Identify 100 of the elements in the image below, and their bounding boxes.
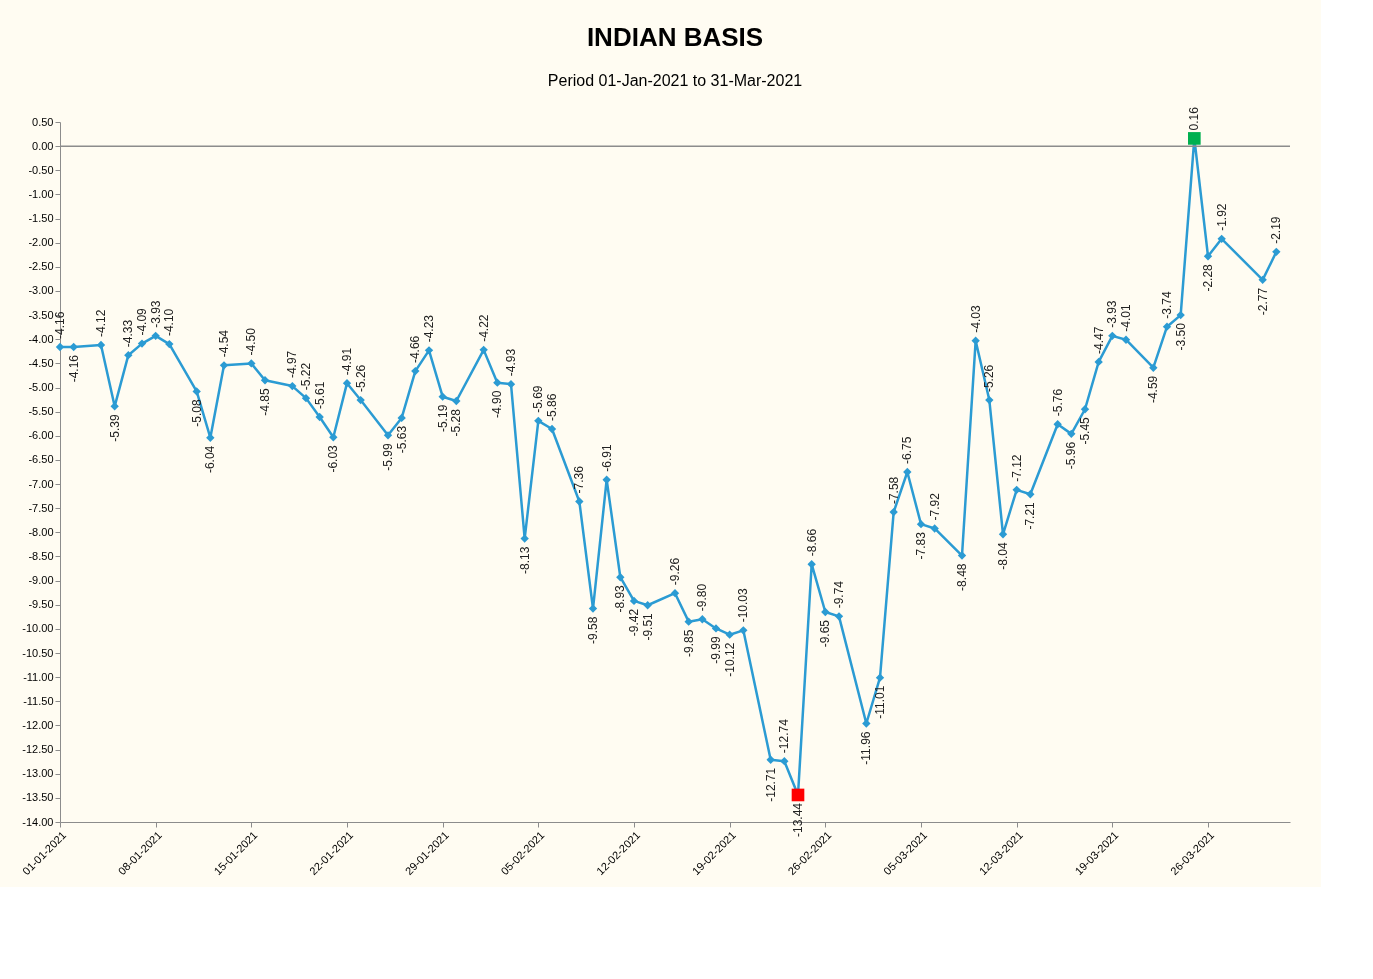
- data-label: -12.74: [777, 718, 792, 754]
- data-label: -2.77: [1255, 287, 1270, 316]
- data-label: -11.01: [873, 685, 887, 719]
- data-label: -8.66: [804, 528, 819, 557]
- y-tick-label: 0.00: [32, 139, 54, 152]
- data-label: -2.28: [1201, 263, 1215, 292]
- data-label: -4.01: [1119, 304, 1133, 332]
- data-label: -9.65: [818, 619, 833, 648]
- data-label: -9.26: [668, 557, 682, 586]
- y-tick-label: -1.50: [28, 212, 54, 225]
- data-label: -4.12: [94, 309, 108, 338]
- y-tick-label: -13.00: [22, 767, 54, 780]
- data-label: -5.61: [312, 381, 327, 409]
- data-label: -4.54: [217, 329, 231, 358]
- data-label: -7.92: [927, 492, 942, 521]
- data-label: -7.58: [886, 476, 901, 505]
- y-tick-label: -10.50: [22, 646, 54, 659]
- data-label: -5.99: [381, 442, 395, 471]
- data-label: -7.21: [1023, 501, 1038, 530]
- y-tick-label: -9.50: [28, 598, 54, 611]
- data-label: -7.83: [914, 531, 928, 560]
- y-tick-label: -5.00: [28, 381, 54, 394]
- y-tick-label: 0.50: [32, 115, 54, 128]
- data-label: -4.33: [121, 319, 136, 348]
- data-label: -11.96: [859, 731, 874, 765]
- chart-subtitle: Period 01-Jan-2021 to 31-Mar-2021: [547, 72, 803, 90]
- data-label: -9.80: [695, 583, 710, 612]
- data-label: -10.03: [736, 587, 751, 623]
- data-label: -1.92: [1214, 203, 1229, 231]
- data-label: -3.50: [1173, 322, 1188, 351]
- data-label: -6.04: [203, 445, 218, 474]
- data-label: -8.04: [996, 541, 1010, 570]
- y-tick-label: -13.50: [22, 791, 54, 804]
- data-label: -9.99: [709, 636, 723, 664]
- data-label: -4.23: [422, 314, 436, 343]
- y-tick-label: -7.50: [28, 501, 54, 514]
- y-tick-label: -1.00: [28, 187, 54, 200]
- data-label: -3.93: [1105, 300, 1120, 328]
- y-tick-label: -12.50: [22, 743, 54, 756]
- data-label: -9.74: [832, 580, 846, 609]
- data-label: -4.09: [135, 307, 149, 336]
- data-label: -5.26: [353, 364, 368, 393]
- data-label: -4.66: [408, 335, 423, 364]
- data-label: -9.42: [627, 608, 641, 637]
- data-label: -10.12: [722, 642, 737, 677]
- y-tick-label: -3.50: [28, 308, 54, 321]
- y-tick-label: -11.50: [23, 694, 54, 707]
- data-label: -5.86: [545, 393, 559, 422]
- y-tick-label: -4.50: [28, 356, 54, 369]
- data-label: -9.58: [586, 616, 600, 644]
- data-label: -3.93: [148, 300, 163, 328]
- data-label: -4.85: [258, 387, 272, 416]
- data-label: -6.75: [900, 436, 915, 464]
- data-label: -5.69: [531, 385, 546, 413]
- data-label: -5.19: [435, 404, 450, 433]
- data-label: -4.16: [53, 311, 67, 339]
- data-label: -12.71: [763, 767, 778, 802]
- y-tick-label: -7.00: [28, 477, 54, 490]
- data-label: -5.22: [299, 362, 313, 391]
- y-tick-label: -11.00: [23, 670, 54, 683]
- data-label: -4.10: [162, 308, 177, 337]
- chart-title: INDIAN BASIS: [586, 22, 764, 53]
- data-label: -4.91: [340, 347, 354, 376]
- y-tick-label: -0.50: [28, 163, 54, 176]
- data-label: -5.63: [394, 425, 409, 454]
- y-tick-label: -6.50: [28, 453, 54, 466]
- y-tick-label: -3.00: [28, 284, 54, 297]
- y-tick-label: -4.00: [28, 332, 54, 345]
- data-label: -8.48: [955, 563, 969, 591]
- data-label: -5.96: [1064, 441, 1079, 470]
- data-label: -5.08: [189, 399, 204, 427]
- data-label: -4.16: [66, 354, 81, 383]
- y-tick-label: -6.00: [28, 429, 54, 442]
- y-tick-label: -10.00: [22, 622, 54, 635]
- y-tick-label: -12.00: [22, 718, 54, 731]
- data-label: -6.03: [326, 444, 341, 473]
- y-tick-label: -14.00: [22, 815, 54, 828]
- data-label: -3.74: [1160, 291, 1174, 319]
- data-label: -5.39: [107, 414, 122, 442]
- data-label: -4.50: [244, 327, 259, 356]
- data-label: -4.59: [1146, 375, 1161, 404]
- data-label: -9.51: [640, 612, 655, 641]
- data-label: -4.93: [504, 348, 518, 377]
- data-label: -4.03: [968, 305, 983, 333]
- y-tick-label: -2.50: [28, 260, 54, 273]
- data-label: -6.91: [599, 444, 614, 472]
- data-label: -5.28: [449, 408, 464, 437]
- data-label: -4.97: [285, 350, 300, 379]
- data-label: -8.93: [613, 584, 628, 613]
- data-label: -4.90: [490, 390, 505, 419]
- y-tick-label: -9.00: [28, 574, 54, 587]
- data-label: -9.85: [681, 629, 696, 658]
- y-tick-label: -8.50: [28, 549, 54, 562]
- data-label: -5.26: [982, 364, 997, 393]
- y-tick-label: -8.00: [28, 525, 54, 538]
- data-label: -5.76: [1050, 388, 1065, 417]
- data-label: 0.16: [1187, 106, 1202, 131]
- data-label: -7.12: [1009, 454, 1024, 482]
- data-label: -4.47: [1091, 326, 1106, 354]
- data-label: -7.36: [572, 465, 587, 494]
